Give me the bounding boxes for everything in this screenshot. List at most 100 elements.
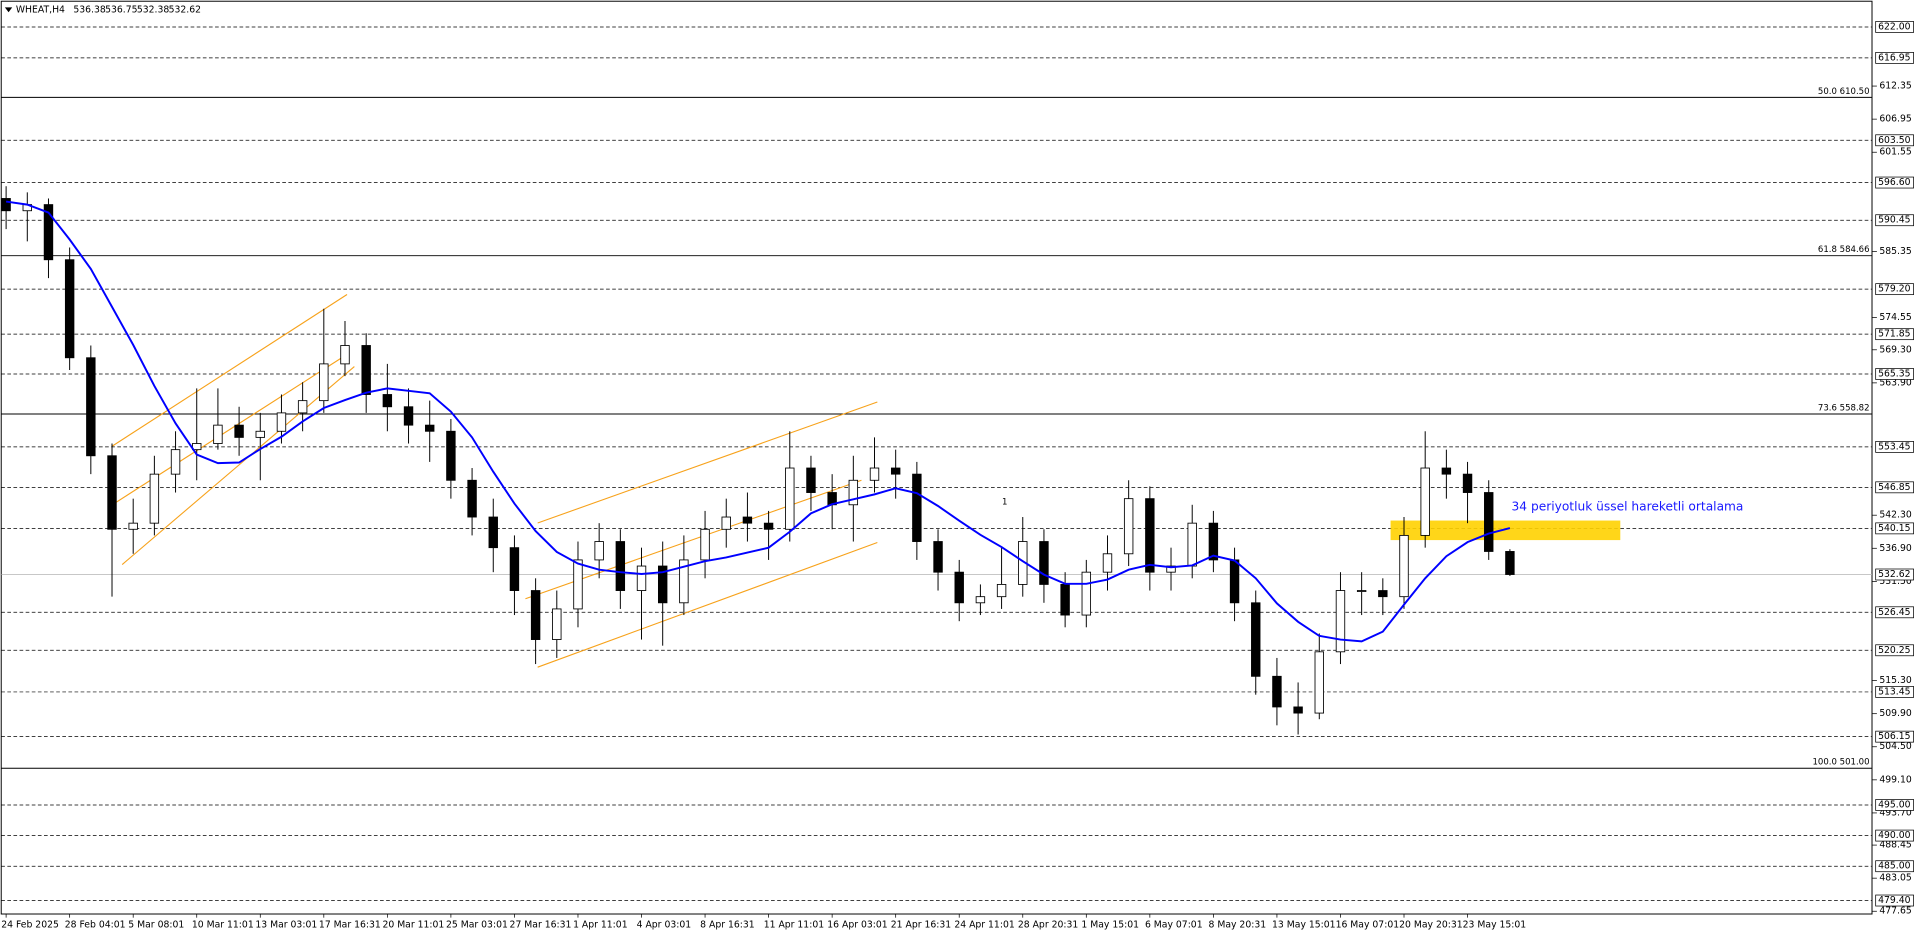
- candle-body: [1314, 651, 1324, 714]
- candle-body: [1378, 590, 1388, 598]
- level-box: [1875, 860, 1914, 873]
- level-box: [1875, 176, 1914, 189]
- level-box: [1875, 829, 1914, 842]
- y-tick-label: 563.90: [1879, 377, 1912, 388]
- candle-body: [1187, 522, 1197, 567]
- candle-body: [509, 547, 520, 591]
- price-box: [1875, 568, 1914, 581]
- symbol: WHEAT,H4: [16, 4, 65, 15]
- candle-body: [382, 394, 393, 408]
- channel-line: [121, 366, 355, 565]
- candle-body: [128, 522, 138, 530]
- candle-body: [107, 455, 117, 530]
- x-tick-label: 20 May 20:31: [1399, 920, 1463, 931]
- candle-body: [912, 473, 922, 542]
- y-tick-label: 499.10: [1879, 774, 1912, 785]
- level-box: [1875, 368, 1914, 380]
- level-box: [1875, 134, 1914, 147]
- level-box: [1875, 894, 1914, 907]
- header-arrow: [4, 7, 13, 13]
- candle-body: [1484, 492, 1494, 552]
- level-label: 590.45: [1878, 215, 1911, 226]
- y-tick-label: 509.90: [1879, 708, 1912, 719]
- x-tick-label: 10 Mar 11:01: [192, 920, 254, 931]
- header: WHEAT,H4 536.38 536.75 532.38 532.62: [4, 4, 201, 15]
- level-box: [1875, 644, 1914, 657]
- candle-body: [425, 424, 435, 432]
- candle-body: [933, 541, 943, 573]
- level-box: [1875, 686, 1914, 698]
- candle-body: [848, 479, 859, 506]
- level-box: [1875, 21, 1914, 33]
- x-tick-label: 28 Feb 04:01: [65, 920, 126, 931]
- y-tick-label: 569.30: [1879, 344, 1912, 355]
- y-tick-label: 488.45: [1879, 840, 1912, 851]
- candle-body: [361, 345, 371, 395]
- candle-body: [170, 449, 181, 475]
- x-tick-label: 24 Feb 2025: [1, 920, 59, 931]
- candle-body: [297, 400, 308, 414]
- candle-body: [86, 357, 96, 457]
- level-label: 622.00: [1878, 21, 1911, 32]
- candle-body: [890, 467, 901, 475]
- candle-body: [573, 559, 583, 610]
- candle-body: [1272, 675, 1282, 708]
- candle-body: [530, 590, 541, 640]
- candle-body: [636, 565, 647, 591]
- candles: [1, 186, 1515, 735]
- header-close: 532.62: [169, 4, 201, 15]
- y-tick-label: 585.35: [1879, 246, 1912, 257]
- level-label: 495.00: [1878, 799, 1911, 810]
- level-box: [1875, 328, 1914, 341]
- candle-body: [594, 541, 604, 561]
- level-label: 520.25: [1878, 645, 1911, 656]
- level-label: 565.35: [1878, 368, 1911, 379]
- channel-line: [537, 401, 878, 524]
- candle-body: [785, 467, 795, 530]
- x-tick-label: 8 Apr 16:31: [700, 920, 755, 931]
- level-label: 616.95: [1878, 52, 1911, 63]
- x-tick-label: 6 May 07:01: [1145, 920, 1203, 931]
- fib-label: 61.8 584.66: [1818, 245, 1870, 255]
- level-box: [1875, 522, 1914, 535]
- marker-text: 1: [1002, 498, 1007, 508]
- level-box: [1875, 481, 1914, 494]
- x-tick-label: 17 Mar 16:31: [319, 920, 381, 931]
- candle-body: [64, 259, 75, 359]
- x-tick-label: 28 Apr 20:31: [1018, 920, 1079, 931]
- level-label: 485.00: [1878, 861, 1911, 872]
- y-tick-label: 542.30: [1879, 510, 1912, 521]
- candle-body: [954, 571, 964, 604]
- candle-body: [615, 541, 626, 591]
- candle-body: [742, 516, 753, 524]
- level-label: 553.45: [1878, 441, 1911, 452]
- candle-body: [403, 406, 414, 426]
- level-label: 506.15: [1878, 731, 1911, 742]
- x-tick-label: 27 Mar 16:31: [510, 920, 572, 931]
- level-label: 479.40: [1878, 895, 1911, 906]
- candle-body: [1039, 541, 1049, 585]
- candle-body: [1335, 590, 1346, 653]
- candle-body: [1208, 522, 1219, 561]
- x-tick-label: 21 Apr 16:31: [891, 920, 952, 931]
- level-box: [1875, 52, 1914, 64]
- candle-body: [1166, 565, 1176, 573]
- candle-body: [1123, 498, 1134, 555]
- level-box: [1875, 441, 1914, 453]
- x-tick-label: 13 Mar 03:01: [255, 920, 317, 931]
- price-label: 532.62: [1878, 569, 1910, 580]
- candle-body: [806, 467, 816, 493]
- candle-body: [1060, 583, 1070, 616]
- candle-body: [1229, 559, 1240, 604]
- level-label: 540.15: [1878, 523, 1911, 534]
- candle-body: [213, 424, 223, 444]
- candle-body: [446, 430, 456, 481]
- level-box: [1875, 606, 1914, 619]
- x-tick-label: 5 Mar 08:01: [128, 920, 184, 931]
- y-tick-label: 574.55: [1879, 312, 1912, 323]
- candle-body: [488, 516, 498, 549]
- fib-label: 73.6 558.82: [1818, 403, 1870, 413]
- y-tick-label: 536.90: [1879, 543, 1912, 554]
